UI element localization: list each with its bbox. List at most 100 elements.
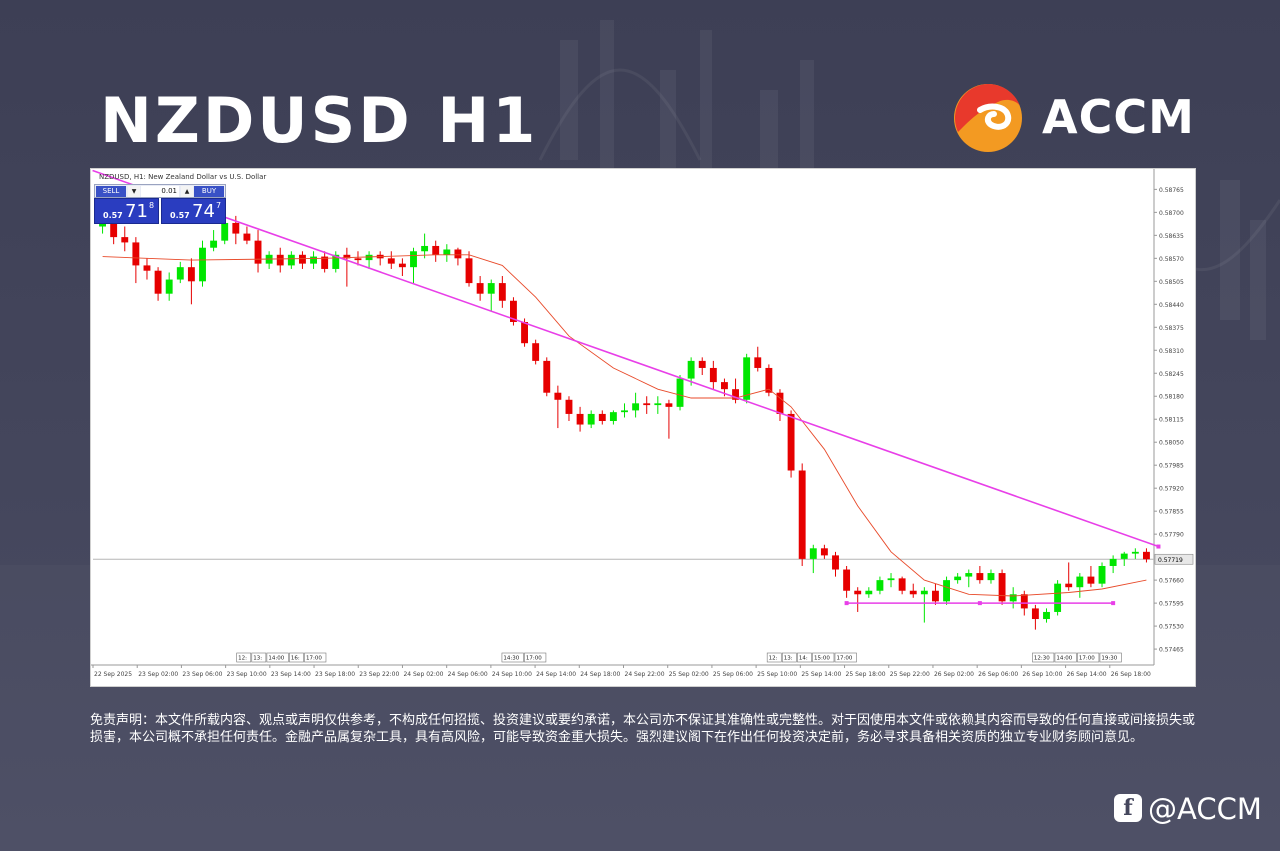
candle-body xyxy=(943,580,950,602)
volume-up-icon[interactable]: ▲ xyxy=(181,186,193,197)
candle-body xyxy=(665,403,673,407)
candle-body xyxy=(565,399,573,414)
session-marker-label: 14:00 xyxy=(1056,656,1072,662)
session-marker-box xyxy=(834,652,857,663)
candle-body xyxy=(998,573,1006,602)
candle-body xyxy=(798,470,806,559)
candle-body xyxy=(1031,608,1039,620)
sell-price-prefix: 0.57 xyxy=(103,211,123,220)
x-tick-label: 25 Sep 22:00 xyxy=(890,671,930,678)
session-marker-label: 17:00 xyxy=(306,656,322,662)
candle-body xyxy=(465,258,473,284)
sell-button[interactable]: SELL xyxy=(96,186,126,197)
candle-body xyxy=(898,578,906,591)
candle-body xyxy=(754,357,762,368)
candle-body xyxy=(454,249,462,259)
candle-body xyxy=(1065,583,1073,588)
y-tick-label: 0.58570 xyxy=(1159,256,1184,263)
session-marker-label: 12:30 xyxy=(1034,656,1050,662)
y-tick-label: 0.57660 xyxy=(1159,578,1184,585)
session-marker-label: 19:30 xyxy=(1101,656,1117,662)
y-tick-label: 0.58050 xyxy=(1159,440,1184,447)
candle-body xyxy=(521,321,528,344)
support-line-handle xyxy=(844,601,849,606)
y-tick-label: 0.57595 xyxy=(1159,601,1184,608)
session-marker-box xyxy=(1054,652,1077,663)
candle-body xyxy=(1109,558,1117,566)
candlestick-chart: 0.58765 0.58700 0.58635 0.58570 0.58505 0.584… xyxy=(91,169,1194,678)
candle-body xyxy=(909,590,917,595)
buy-button[interactable]: BUY xyxy=(194,186,224,197)
x-tick-label: 26 Sep 06:00 xyxy=(978,671,1018,678)
candle-body xyxy=(743,357,751,400)
support-line-handle xyxy=(977,601,982,606)
x-tick-label: 25 Sep 18:00 xyxy=(846,671,886,678)
buy-price-big: 74 xyxy=(192,201,215,222)
x-tick-label: 25 Sep 02:00 xyxy=(669,671,709,678)
candle-body xyxy=(987,573,995,581)
volume-down-icon[interactable]: ▼ xyxy=(128,186,140,197)
candle-body xyxy=(643,403,651,406)
x-tick-label: 23 Sep 18:00 xyxy=(315,671,355,678)
candle-body xyxy=(543,360,551,393)
session-marker-box xyxy=(289,652,304,663)
candle-body xyxy=(143,265,151,271)
candle-body xyxy=(598,413,606,421)
candle-body xyxy=(809,548,817,559)
session-marker-box xyxy=(524,652,547,663)
session-marker-label: 14:00 xyxy=(268,656,284,662)
session-marker-box xyxy=(1077,652,1100,663)
candle-body xyxy=(176,267,184,280)
y-tick-label: 0.57530 xyxy=(1159,624,1184,631)
moving-average-line xyxy=(102,254,1147,597)
y-tick-label: 0.58310 xyxy=(1159,348,1184,355)
candle-body xyxy=(254,240,262,264)
candle-body xyxy=(410,251,417,268)
y-tick-label: 0.58180 xyxy=(1159,394,1184,401)
x-tick-label: 24 Sep 18:00 xyxy=(580,671,620,678)
candle-body xyxy=(709,367,717,383)
trade-panel-controls: SELL ▼ 0.01 ▲ BUY xyxy=(94,184,226,198)
session-marker-box xyxy=(266,652,289,663)
y-tick-label: 0.57790 xyxy=(1159,532,1184,539)
y-tick-label: 0.58700 xyxy=(1159,210,1184,217)
current-price-label: 0.57719 xyxy=(1158,557,1183,564)
candle-body xyxy=(976,573,984,581)
x-tick-label: 23 Sep 06:00 xyxy=(182,671,222,678)
y-tick-label: 0.58245 xyxy=(1159,371,1184,378)
candle-body xyxy=(432,245,440,255)
x-tick-label: 23 Sep 14:00 xyxy=(271,671,311,678)
session-marker-box xyxy=(781,652,797,663)
session-marker-box xyxy=(251,652,267,663)
buy-price-button[interactable]: 0.57 74 7 xyxy=(161,198,226,224)
session-marker-box xyxy=(304,652,327,663)
session-marker-label: 14: xyxy=(799,656,808,662)
x-tick-label: 26 Sep 18:00 xyxy=(1111,671,1151,678)
x-tick-label: 24 Sep 02:00 xyxy=(403,671,443,678)
y-tick-label: 0.58635 xyxy=(1159,233,1184,240)
y-tick-label: 0.58505 xyxy=(1159,279,1184,286)
candle-body xyxy=(232,222,240,234)
candle-body xyxy=(854,590,862,595)
candle-body xyxy=(532,343,540,361)
chart-symbol-header: NZDUSD, H1: New Zealand Dollar vs U.S. D… xyxy=(99,173,267,181)
candle-body xyxy=(721,382,728,390)
price-chart: 0.58765 0.58700 0.58635 0.58570 0.58505 0.584… xyxy=(90,168,1196,687)
candle-body xyxy=(654,403,662,406)
candle-body xyxy=(487,283,495,294)
candle-body xyxy=(310,256,317,264)
y-tick-label: 0.58765 xyxy=(1159,187,1184,194)
candle-body xyxy=(687,360,695,379)
x-tick-label: 26 Sep 02:00 xyxy=(934,671,974,678)
candle-body xyxy=(698,360,706,368)
candle-body xyxy=(1054,583,1062,612)
volume-input[interactable]: 0.01 xyxy=(141,186,179,197)
trendline-handle xyxy=(1156,544,1161,549)
candle-body xyxy=(954,576,962,581)
candle-body xyxy=(920,590,928,595)
sell-price-button[interactable]: 0.57 71 8 xyxy=(94,198,159,224)
x-tick-label: 24 Sep 06:00 xyxy=(448,671,488,678)
candle-body xyxy=(154,270,162,294)
session-marker-label: 12: xyxy=(238,656,247,662)
accm-logo-mark-icon xyxy=(954,83,1022,152)
